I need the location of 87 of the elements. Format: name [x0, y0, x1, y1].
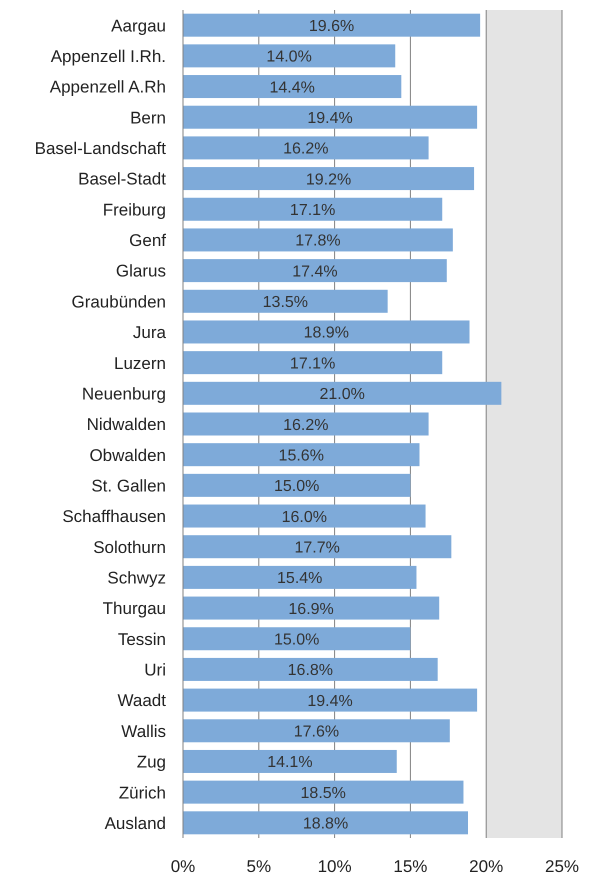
x-tick-label: 25% [544, 857, 580, 876]
y-tick-label: Nidwalden [86, 415, 166, 434]
data-label: 16.8% [288, 662, 334, 680]
bar [183, 780, 464, 804]
bar [183, 228, 453, 252]
y-tick-label: Appenzell I.Rh. [50, 46, 166, 66]
bar [183, 535, 452, 558]
data-label: 15.4% [277, 570, 322, 588]
y-tick-label: Basel-Stadt [78, 170, 166, 189]
y-tick-label: Wallis [121, 722, 166, 741]
bar [183, 474, 410, 497]
data-label: 17.4% [292, 263, 338, 280]
data-label: 16.9% [288, 600, 334, 618]
bar [183, 719, 450, 742]
bar [183, 688, 478, 712]
bar [183, 566, 416, 589]
y-tick-label: Glarus [116, 262, 166, 281]
y-tick-label: Tessin [118, 630, 166, 649]
bar [183, 136, 429, 160]
bar [183, 259, 447, 282]
bar [183, 412, 429, 436]
data-label: 19.2% [306, 171, 352, 188]
x-tick-label: 10% [318, 857, 352, 876]
y-tick-label: Solothurn [93, 538, 166, 557]
y-tick-label: Ausland [104, 814, 166, 833]
y-tick-label: Waadt [117, 691, 166, 710]
data-label: 16.2% [283, 416, 328, 434]
data-label: 14.0% [266, 48, 312, 66]
data-label: 19.4% [307, 692, 353, 710]
y-tick-label: St. Gallen [91, 476, 166, 496]
y-tick-label: Bern [130, 108, 166, 128]
bar [183, 290, 388, 313]
y-tick-label: Neuenburg [82, 384, 166, 404]
y-tick-label: Uri [144, 660, 166, 680]
data-label: 15.0% [274, 478, 320, 496]
y-tick-label: Zürich [118, 783, 166, 802]
data-label: 16.0% [282, 508, 327, 526]
y-tick-label: Jura [132, 323, 167, 342]
x-tick-label: 0% [170, 857, 196, 876]
bar [183, 811, 468, 834]
bar [183, 44, 396, 68]
data-label: 13.5% [262, 294, 308, 312]
y-tick-label: Schaffhausen [62, 507, 166, 526]
x-tick-label: 15% [393, 857, 428, 876]
bar [183, 14, 480, 37]
y-tick-label: Graubünden [71, 292, 166, 312]
data-label: 17.7% [294, 539, 340, 556]
y-tick-label: Freiburg [102, 200, 166, 220]
data-label: 17.1% [290, 202, 336, 220]
data-label: 14.4% [269, 79, 315, 96]
bar [183, 320, 470, 344]
data-label: 19.6% [308, 18, 354, 35]
y-tick-label: Schwyz [107, 568, 166, 588]
y-tick-label: Genf [129, 231, 166, 250]
data-label: 14.1% [267, 754, 313, 772]
bar [183, 382, 502, 405]
y-tick-label: Luzern [114, 354, 166, 373]
bar [183, 351, 442, 374]
bar [183, 167, 474, 190]
data-label: 15.6% [278, 447, 324, 464]
bar [183, 443, 420, 466]
bar [183, 106, 478, 129]
data-label: 16.2% [283, 140, 328, 158]
data-label: 15.0% [274, 632, 320, 649]
data-label: 17.6% [294, 724, 340, 741]
y-tick-label: Aargau [111, 16, 166, 36]
data-label: 18.9% [304, 324, 349, 342]
data-label: 21.0% [319, 386, 365, 404]
data-label: 17.8% [295, 232, 341, 250]
y-tick-label: Obwalden [89, 446, 166, 465]
bar [183, 504, 426, 528]
y-tick-label: Basel-Landschaft [34, 139, 166, 158]
data-label: 18.8% [302, 816, 348, 833]
data-label: 17.1% [290, 355, 336, 372]
x-tick-label: 5% [246, 857, 272, 876]
x-tick-label: 20% [469, 857, 504, 876]
data-label: 18.5% [300, 784, 346, 802]
y-tick-label: Zug [136, 752, 166, 772]
data-label: 19.4% [307, 110, 353, 127]
bar [183, 627, 410, 650]
bar [183, 198, 442, 221]
y-tick-label: Appenzell A.Rh [50, 78, 166, 97]
bar [183, 596, 440, 620]
bar [183, 658, 438, 681]
bar [183, 750, 397, 773]
bar [183, 75, 402, 98]
y-tick-label: Thurgau [102, 599, 166, 618]
